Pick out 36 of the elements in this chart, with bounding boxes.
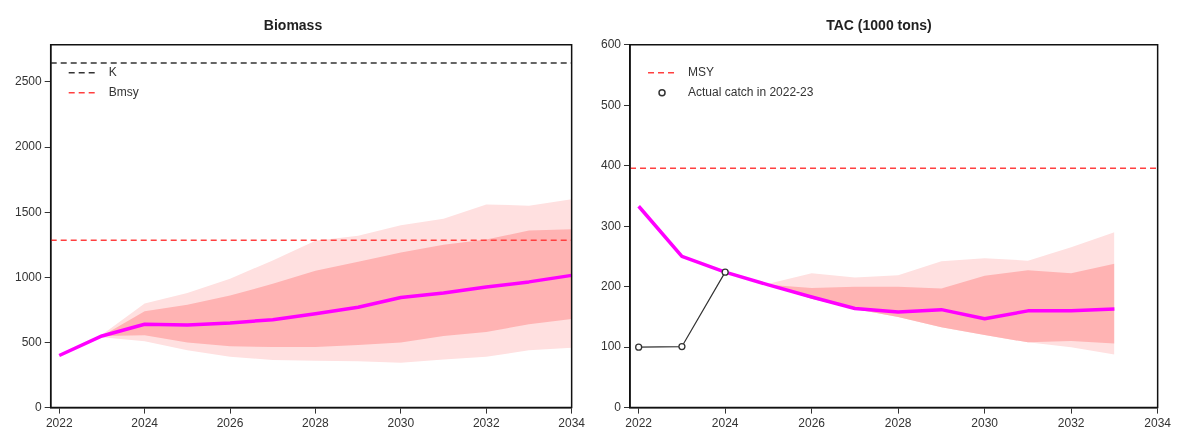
x-tick-label: 2022 — [625, 416, 653, 431]
y-tick-label: 2000 — [14, 139, 43, 154]
legend-label: Bmsy — [108, 85, 139, 100]
y-tick-label: 100 — [600, 339, 622, 354]
x-tick-label: 2028 — [302, 416, 330, 431]
chart-title: Biomass — [263, 17, 323, 34]
x-tick-label: 2034 — [558, 416, 586, 431]
y-tick-label: 0 — [614, 399, 622, 414]
y-tick-label: 1500 — [14, 204, 43, 219]
y-tick-label: 400 — [600, 158, 622, 173]
x-tick-label: 2028 — [884, 416, 912, 431]
x-tick-label: 2024 — [711, 416, 739, 431]
y-tick-label: 200 — [600, 278, 622, 293]
chart-title: TAC (1000 tons) — [826, 17, 932, 34]
ref-line-label: K — [108, 65, 117, 80]
x-tick-label: 2030 — [387, 416, 415, 431]
x-tick-label: 2030 — [971, 416, 999, 431]
x-tick-label: 2026 — [798, 416, 826, 431]
point — [721, 268, 729, 276]
x-tick-label: 2022 — [45, 416, 73, 431]
legend-label: MSY — [688, 65, 715, 80]
y-tick-label: 500 — [600, 97, 622, 112]
y-tick-label: 600 — [600, 37, 622, 52]
y-tick-label: 300 — [600, 218, 622, 233]
x-tick-label: 2032 — [472, 416, 500, 431]
y-tick-label: 1000 — [14, 269, 43, 284]
point — [678, 342, 686, 351]
x-tick-label: 2026 — [216, 416, 244, 431]
x-tick-label: 2032 — [1057, 416, 1085, 431]
point — [635, 343, 643, 351]
y-tick-label: 500 — [21, 334, 43, 349]
y-tick-label: 2500 — [14, 74, 43, 89]
x-tick-label: 2034 — [1144, 416, 1172, 431]
y-tick-label: 0 — [35, 399, 43, 414]
legend-label: Actual catch in 2022-23 — [688, 85, 814, 100]
x-tick-label: 2024 — [131, 416, 159, 431]
